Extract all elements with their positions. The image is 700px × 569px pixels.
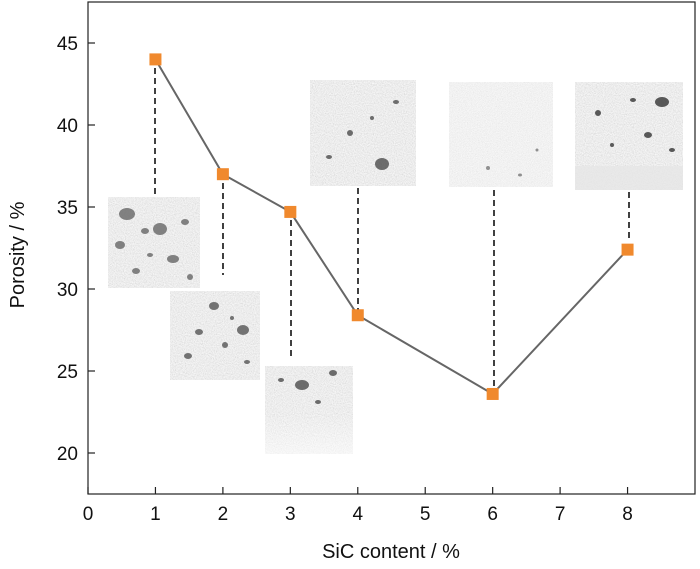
series-line	[154, 58, 629, 396]
micrograph-inset-sic-1	[108, 197, 200, 288]
data-point-sic-3	[284, 205, 297, 218]
data-point-sic-1	[149, 53, 162, 66]
x-tick-label: 0	[83, 504, 94, 525]
x-tick-label: 1	[150, 504, 161, 525]
data-points	[149, 53, 634, 400]
y-tick-label: 20	[57, 444, 78, 465]
micrograph-inset-sic-3	[265, 366, 353, 454]
y-tick-label: 40	[57, 116, 78, 137]
micrograph-inset-sic-6	[449, 82, 553, 187]
x-tick-label: 2	[218, 504, 229, 525]
y-tick-label: 35	[57, 198, 78, 219]
x-tick-label: 3	[285, 504, 296, 525]
plot-frame	[87, 1, 696, 495]
inset-leader-lines	[154, 68, 630, 388]
x-tick-label: 8	[622, 504, 633, 525]
x-tick-label: 6	[487, 504, 498, 525]
x-axis-title: SiC content / %	[322, 541, 460, 563]
x-tick-label: 7	[555, 504, 566, 525]
x-axis-ticks: 0 1 2 3 4 5 6 7 8	[83, 487, 633, 525]
y-tick-label: 25	[57, 362, 78, 383]
y-tick-label: 45	[57, 34, 78, 55]
data-point-sic-4	[351, 309, 364, 322]
data-point-sic-6	[486, 387, 499, 400]
micrograph-inset-sic-8	[575, 82, 683, 190]
y-tick-label: 30	[57, 280, 78, 301]
y-axis-title: Porosity / %	[7, 201, 29, 308]
data-point-sic-2	[216, 168, 229, 181]
micrograph-insets	[108, 80, 683, 454]
y-axis-ticks: 20 25 30 35 40 45	[57, 34, 95, 465]
x-tick-label: 4	[352, 504, 363, 525]
micrograph-inset-sic-4	[310, 80, 416, 186]
micrograph-inset-sic-2	[170, 291, 260, 380]
x-tick-label: 5	[420, 504, 431, 525]
data-point-sic-8	[621, 243, 634, 256]
